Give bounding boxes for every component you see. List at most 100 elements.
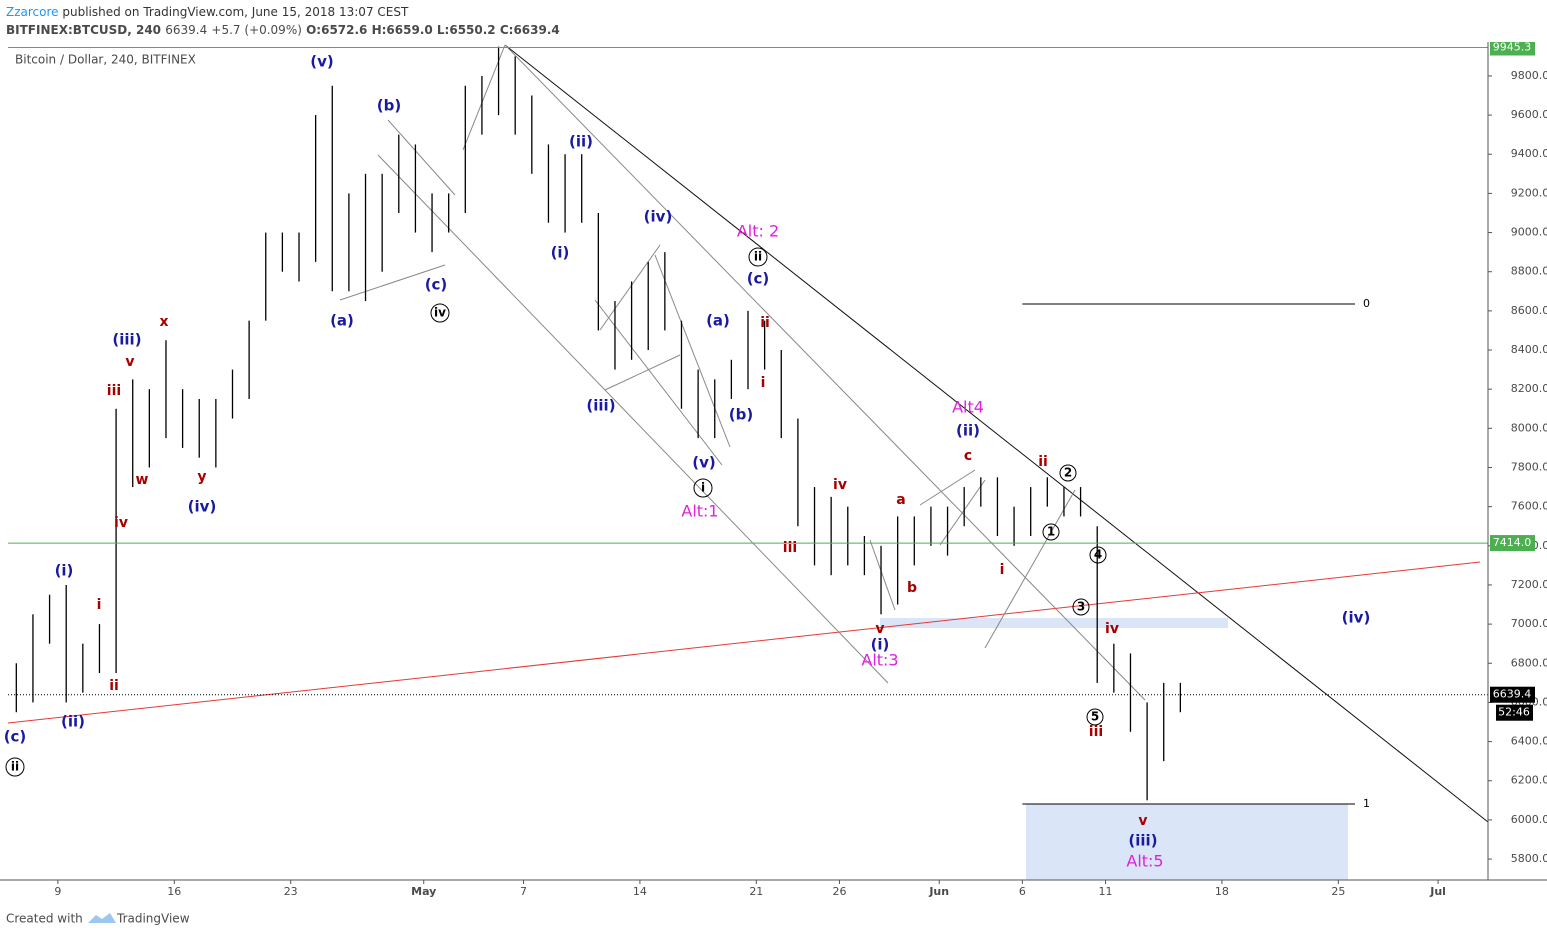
wave-label: v <box>125 354 134 370</box>
wave-label: (i) <box>55 562 74 580</box>
wave-label: iv <box>434 306 446 320</box>
wedge-line <box>869 539 896 611</box>
circle <box>1086 708 1104 726</box>
y-tick-label: 8000.0 <box>1511 421 1547 434</box>
brand[interactable]: TradingView <box>116 912 190 926</box>
price-tag-label: 7414.0 <box>1493 536 1532 549</box>
zone <box>880 618 1228 628</box>
symbol-line: BITFINEX:BTCUSD, 240 6639.4 +5.7 (+0.09%… <box>6 23 560 37</box>
y-tick-label: 6000.0 <box>1511 813 1547 826</box>
wave-label: (b) <box>377 97 401 115</box>
wave-label: ii <box>1038 454 1048 470</box>
y-tick-label: 9800.0 <box>1511 69 1547 82</box>
wave-label: (c) <box>4 728 27 746</box>
x-tick-label: 21 <box>749 885 763 898</box>
y-tick-label: 7200.0 <box>1511 578 1547 591</box>
header-bg <box>0 0 1547 42</box>
x-tick-label: 14 <box>633 885 647 898</box>
wave-label: (b) <box>729 406 753 424</box>
wave-label: 4 <box>1094 548 1102 562</box>
x-tick-label: 11 <box>1099 885 1113 898</box>
channel-line <box>339 264 446 301</box>
wave-label: ii <box>760 315 770 331</box>
wave-label: (iv) <box>644 208 673 226</box>
circle <box>1059 464 1077 482</box>
wave-label: (iii) <box>1128 832 1157 850</box>
wave-label: iii <box>107 383 121 399</box>
fib-label: 0 <box>1363 297 1370 310</box>
published: published on TradingView.com, June 15, 2… <box>62 5 409 19</box>
wave-label: (a) <box>330 312 354 330</box>
trend-line <box>504 44 1489 823</box>
wave-label: x <box>159 314 168 330</box>
price-tag <box>1490 39 1535 56</box>
alt-label: Alt: 2 <box>737 222 779 241</box>
wave-label: 3 <box>1077 600 1085 614</box>
x-tick-label: Jun <box>928 885 949 898</box>
wedge-line <box>919 469 976 506</box>
circle <box>1042 523 1060 541</box>
logo <box>88 913 116 923</box>
alt-label: Alt:5 <box>1126 852 1163 871</box>
wedge-line <box>604 354 681 391</box>
y-tick-label: 6800.0 <box>1511 656 1547 669</box>
target-zone <box>1026 804 1348 880</box>
wave-label: 5 <box>1091 710 1099 724</box>
y-tick-label: 9400.0 <box>1511 147 1547 160</box>
wave-label: (ii) <box>956 422 980 440</box>
alt-label: Alt4 <box>952 398 984 417</box>
wedge-line <box>984 489 1076 649</box>
wave-label: v <box>875 621 884 637</box>
countdown: 52:46 <box>1498 706 1530 719</box>
y-tick-label: 8400.0 <box>1511 343 1547 356</box>
wave-label: i <box>97 597 102 613</box>
wave-label: 2 <box>1064 466 1072 480</box>
circle <box>430 303 450 323</box>
wave-label: (i) <box>871 636 890 654</box>
wave-label: i <box>1000 562 1005 578</box>
x-tick-label: Jul <box>1429 885 1446 898</box>
countdown-tag <box>1496 704 1533 721</box>
wave-label: iii <box>1089 724 1103 740</box>
wave-label: (iv) <box>188 498 217 516</box>
x-tick-label: 26 <box>832 885 846 898</box>
axes: 5800.06000.06200.06400.06600.06800.07000… <box>0 39 1547 898</box>
circle <box>1072 598 1090 616</box>
wedge-line <box>599 244 661 331</box>
y-tick-label: 7600.0 <box>1511 500 1547 513</box>
circle <box>748 247 768 267</box>
wave-label: (a) <box>706 312 730 330</box>
circle <box>693 478 713 498</box>
author[interactable]: Zzarcore <box>6 5 59 19</box>
wave-label: a <box>896 492 905 508</box>
wave-label: (c) <box>425 276 448 294</box>
x-tick-label: May <box>411 885 436 898</box>
circle <box>1089 546 1107 564</box>
wave-label: i <box>701 481 705 495</box>
wave-label: (c) <box>747 270 770 288</box>
wave-label: ii <box>109 678 119 694</box>
wave-label: b <box>907 580 917 596</box>
wave-label: iii <box>783 540 797 556</box>
chart-title: Bitcoin / Dollar, 240, BITFINEX <box>15 53 196 67</box>
price-tag-label: 9945.3 <box>1493 40 1532 53</box>
channel-line <box>387 119 456 196</box>
wave-label: ii <box>11 760 19 774</box>
wave-label: (i) <box>551 244 570 262</box>
wave-label: (ii) <box>569 133 593 151</box>
y-tick-label: 9200.0 <box>1511 186 1547 199</box>
wave-label: v <box>1138 813 1147 829</box>
y-tick-label: 5800.0 <box>1511 852 1547 865</box>
channel-line <box>504 44 1146 701</box>
price-tag <box>1490 686 1535 703</box>
wave-label: (v) <box>692 454 716 472</box>
x-tick-label: 9 <box>54 885 61 898</box>
y-tick-label: 8600.0 <box>1511 304 1547 317</box>
drawings <box>7 44 1489 880</box>
wave-label: (iv) <box>1342 609 1371 627</box>
wave-label: (iii) <box>112 331 141 349</box>
ohlc: O:6572.6 H:6659.0 L:6550.2 C:6639.4 <box>306 23 560 37</box>
x-tick-label: 7 <box>520 885 527 898</box>
trend-line <box>7 561 1481 724</box>
